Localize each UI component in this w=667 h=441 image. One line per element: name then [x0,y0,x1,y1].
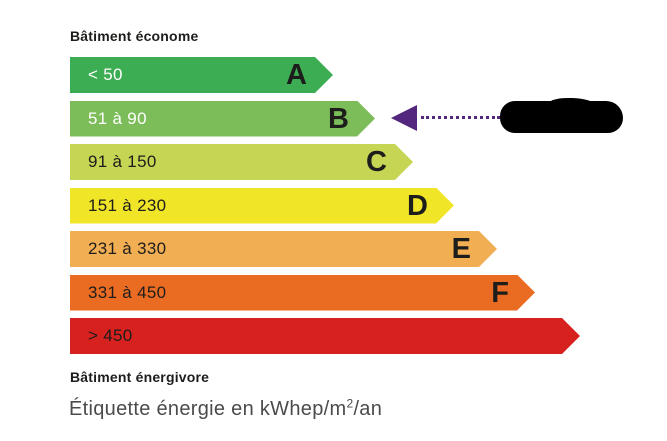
energy-range-label: 151 à 230 [88,195,167,215]
energy-class-letter: D [407,189,428,222]
caption-superscript: 2 [346,396,354,411]
energy-bar-b: 51 à 90 B [70,101,375,137]
economical-building-label: Bâtiment économe [70,28,199,44]
energy-range-label: 331 à 450 [88,282,167,302]
energy-class-letter: C [366,146,387,178]
energy-class-letter: A [286,59,307,91]
energy-bar-g: > 450 [70,318,580,354]
energy-range-label: 51 à 90 [88,108,147,128]
energy-range-label: 91 à 150 [88,152,157,171]
caption-text: Étiquette énergie en kWhep/m [69,398,347,420]
energy-class-letter: B [328,102,349,135]
energy-bar-c: 91 à 150 C [70,144,413,180]
energy-class-letter: E [451,233,471,265]
chart-caption: Étiquette énergie en kWhep/m2/an [69,396,383,421]
caption-suffix: /an [353,398,383,420]
energy-intensive-building-label: Bâtiment énergivore [70,369,210,385]
energy-range-label: 231 à 330 [88,239,167,258]
energy-bar-f: 331 à 450 F [70,275,535,311]
energy-range-label: < 50 [88,65,123,84]
energy-bar-a: < 50 A [70,57,333,93]
energy-range-label: > 450 [88,326,133,345]
energy-class-letter: F [491,276,509,309]
energy-bar-d: 151 à 230 D [70,188,454,224]
energy-bar-e: 231 à 330 E [70,231,497,267]
energy-scale: < 50 A 51 à 90 B 91 à 150 C 151 à 230 D … [70,57,580,362]
